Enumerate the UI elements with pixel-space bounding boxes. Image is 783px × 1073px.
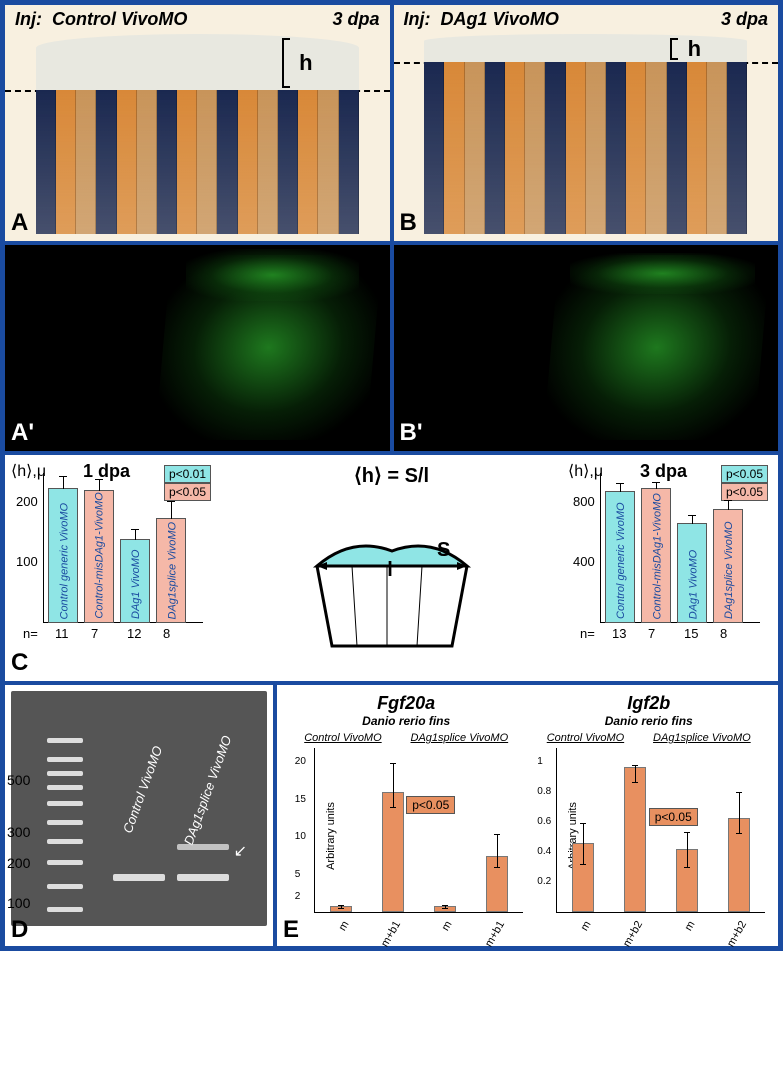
b-cond: DAg1 VivoMO [441, 9, 559, 29]
panel-a-prime: A' [3, 243, 392, 453]
label-a-prime: A' [11, 419, 34, 447]
row-ap-bp: A' B' [3, 243, 780, 453]
b-dpa: 3 dpa [721, 9, 768, 30]
panel-e: Fgf20a Danio rerio fins Control VivoMODA… [275, 683, 780, 948]
panel-b-prime: B' [392, 243, 781, 453]
row-de: 500300200100Control VivoMODAg1splice Viv… [3, 683, 780, 948]
label-d: D [11, 916, 28, 944]
row-ab: Inj: Control VivoMO 3 dpa h A Inj: DAg1 … [3, 3, 780, 243]
schematic-l: l [387, 559, 393, 581]
gel-image: 500300200100Control VivoMODAg1splice Viv… [11, 691, 267, 926]
fin-image-b: h [394, 34, 779, 234]
a-inj: Inj: [15, 9, 42, 29]
formula: ⟨h⟩ = S/l [302, 463, 482, 488]
fin-image-a: h [5, 34, 390, 234]
panel-a: Inj: Control VivoMO 3 dpa h A [3, 3, 392, 243]
figure-container: Inj: Control VivoMO 3 dpa h A Inj: DAg1 … [0, 0, 783, 951]
chart-3dpa: ⟨h⟩,μ 3 dpa p<0.05p<0.05 400800 Control … [570, 463, 770, 643]
label-b: B [400, 209, 417, 237]
label-e: E [283, 916, 299, 944]
panel-c: ⟨h⟩,μ 1 dpa p<0.01p<0.05 100200 Control … [3, 453, 780, 683]
schematic-s: S [437, 539, 450, 561]
panel-d: 500300200100Control VivoMODAg1splice Viv… [3, 683, 275, 948]
label-c: C [11, 649, 28, 677]
b-inj: Inj: [404, 9, 431, 29]
panel-c-center: ⟨h⟩ = S/l l S [302, 463, 482, 671]
chart-fgf20a: Fgf20a Danio rerio fins Control VivoMODA… [290, 693, 523, 938]
fin-schematic: l S [302, 506, 482, 666]
a-cond: Control VivoMO [52, 9, 187, 29]
a-dpa: 3 dpa [332, 9, 379, 30]
panel-b: Inj: DAg1 VivoMO 3 dpa h B [392, 3, 781, 243]
label-a: A [11, 209, 28, 237]
label-b-prime: B' [400, 419, 423, 447]
chart-igf2b: Igf2b Danio rerio fins Control VivoMODAg… [532, 693, 765, 938]
chart-1dpa: ⟨h⟩,μ 1 dpa p<0.01p<0.05 100200 Control … [13, 463, 213, 643]
